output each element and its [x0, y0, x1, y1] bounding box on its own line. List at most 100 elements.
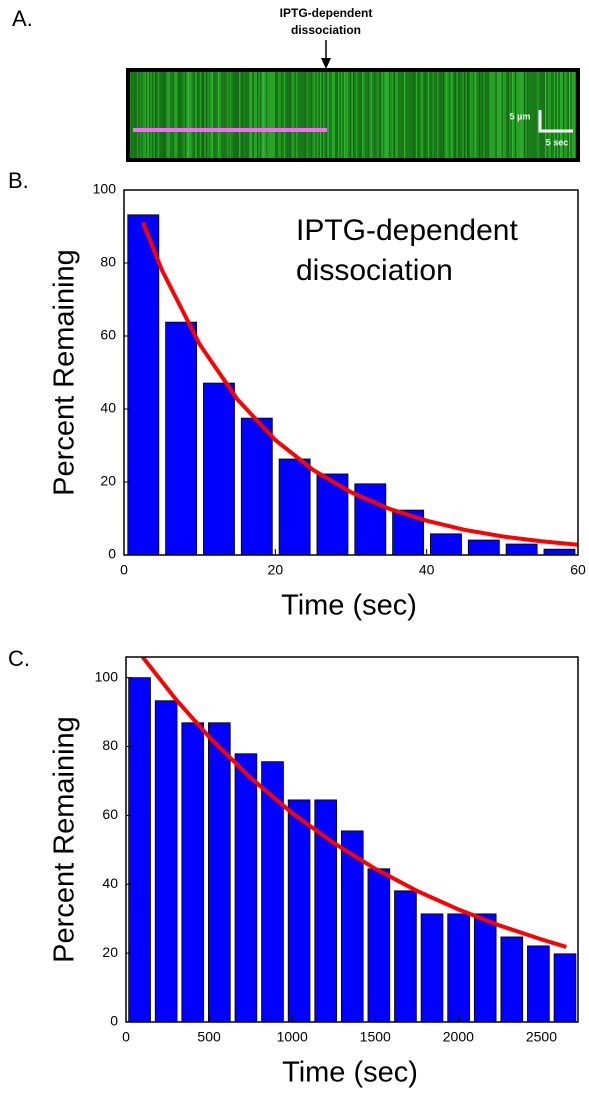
kymograph-streak — [476, 72, 478, 158]
bar — [208, 722, 231, 1023]
kymograph-streak — [174, 72, 176, 158]
kymograph-streak — [447, 72, 449, 158]
kymograph-streak — [501, 72, 503, 158]
y-axis-label: Percent Remaining — [49, 249, 81, 496]
kymograph-streak — [279, 72, 281, 158]
kymograph-streak — [483, 72, 485, 158]
kymograph-streak — [389, 72, 391, 158]
y-tick-label: 40 — [100, 400, 116, 416]
kymograph-streak — [339, 72, 341, 158]
kymograph-streak — [315, 72, 317, 158]
kymograph-streak — [180, 72, 182, 158]
bar — [420, 913, 444, 1023]
kymograph-streak — [395, 72, 397, 158]
kymograph-streak — [530, 72, 532, 158]
kymograph-streak — [419, 72, 421, 158]
kymograph-streak — [165, 72, 167, 158]
kymograph-streak — [182, 72, 184, 158]
kymograph-streak — [477, 72, 479, 158]
kymograph-streak — [465, 72, 467, 158]
kymograph-streak — [303, 72, 305, 158]
kymograph-streak — [492, 72, 494, 158]
kymograph-streak — [266, 72, 268, 158]
x-tick-label: 60 — [570, 562, 586, 578]
kymograph-streak — [270, 72, 272, 158]
kymograph-streak — [300, 72, 302, 158]
kymograph-streak — [546, 72, 548, 158]
fit-curve — [141, 657, 567, 949]
bar — [240, 417, 273, 556]
kymograph-streak — [264, 72, 266, 158]
scale-bar — [538, 110, 573, 133]
panel-label: B. — [8, 168, 29, 193]
kymograph-streak — [459, 72, 461, 158]
kymograph-streak — [326, 72, 328, 158]
kymograph-streak — [498, 72, 500, 158]
kymograph-streak — [404, 72, 406, 158]
kymograph-streak — [242, 72, 244, 158]
kymograph-streak — [354, 72, 356, 158]
kymograph-streak — [278, 72, 280, 158]
kymograph-streak — [147, 72, 149, 158]
kymograph-streak — [302, 72, 304, 158]
kymograph-streak — [356, 72, 358, 158]
kymograph-streak — [171, 72, 173, 158]
kymograph-streak — [276, 72, 278, 158]
kymograph-streak — [387, 72, 389, 158]
kymograph-streak — [563, 72, 565, 158]
kymograph-streak — [285, 72, 287, 158]
scale-label: 5 sec — [546, 137, 569, 147]
kymograph-streak — [443, 72, 445, 158]
kymograph-streak — [179, 72, 181, 158]
kymograph-streak — [249, 72, 251, 158]
kymograph-streak — [299, 72, 301, 158]
kymograph-streak — [569, 72, 571, 158]
kymograph-streak — [456, 72, 458, 158]
kymograph-streak — [374, 72, 376, 158]
kymograph-streak — [227, 72, 229, 158]
kymograph-streak — [473, 72, 475, 158]
bar — [203, 382, 235, 556]
bar — [165, 321, 198, 556]
kymograph-streak — [305, 72, 307, 158]
kymograph-streak — [416, 72, 418, 158]
bar — [553, 953, 577, 1023]
kymograph-streak — [191, 72, 193, 158]
kymograph-streak — [462, 72, 464, 158]
kymograph-streak — [453, 72, 455, 158]
kymograph-streak — [140, 72, 142, 158]
kymograph-streak — [411, 72, 413, 158]
kymograph-streak — [380, 72, 382, 158]
kymograph-streak — [552, 72, 554, 158]
arrow-head — [321, 58, 331, 69]
kymograph-streak — [192, 72, 194, 158]
kymograph-streak — [144, 72, 146, 158]
kymograph-streak — [353, 72, 355, 158]
kymograph-streak — [510, 72, 512, 158]
kymograph-streak — [255, 72, 257, 158]
kymograph-trace — [133, 128, 327, 132]
kymograph-streak — [393, 72, 395, 158]
kymograph-streak — [221, 72, 223, 158]
kymograph-streak — [564, 72, 566, 158]
kymograph-streak — [222, 72, 224, 158]
kymograph-streak — [516, 72, 518, 158]
bar — [392, 509, 425, 556]
kymograph-streak — [429, 72, 431, 158]
kymograph-streak — [438, 72, 440, 158]
fit-curve — [141, 221, 578, 547]
y-tick-label: 0 — [108, 546, 116, 562]
kymograph-streak — [146, 72, 148, 158]
kymograph-streak — [417, 72, 419, 158]
x-tick-label: 1000 — [277, 1029, 308, 1045]
kymograph-streak — [212, 72, 214, 158]
kymograph-streak — [282, 72, 284, 158]
kymograph-streak — [426, 72, 428, 158]
kymograph-streak — [567, 72, 569, 158]
kymograph-streak — [479, 72, 481, 158]
kymograph-streak — [263, 72, 265, 158]
kymograph-streak — [236, 72, 238, 158]
kymograph-streak — [470, 72, 472, 158]
kymograph-streak — [288, 72, 290, 158]
kymograph-streak — [254, 72, 256, 158]
